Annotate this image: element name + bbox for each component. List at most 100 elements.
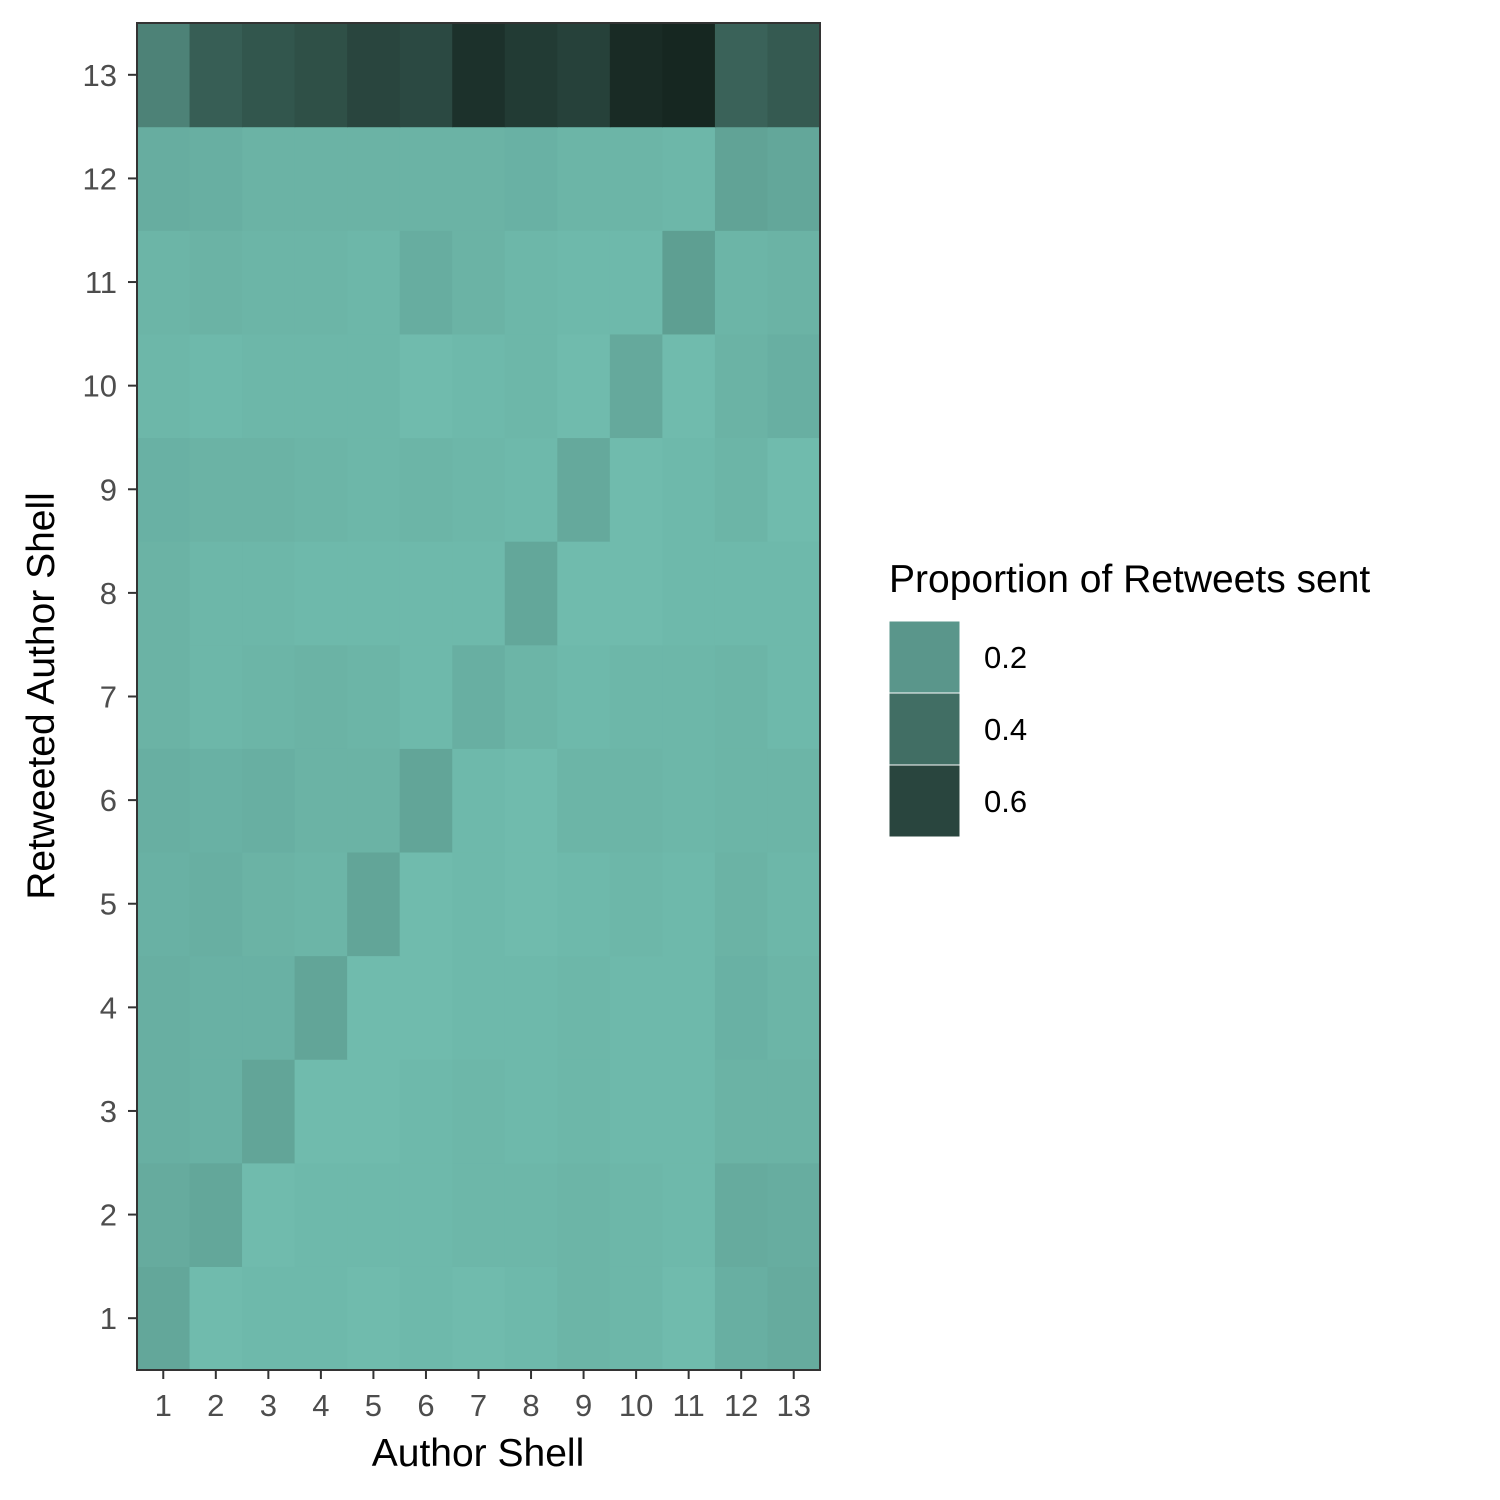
heatmap-cell-x10-y8: [609, 541, 663, 646]
legend-key-swatch: [888, 764, 961, 838]
heatmap-cell-x2-y10: [189, 333, 243, 439]
heatmap-cell-x2-y9: [189, 437, 243, 542]
heatmap-cell-x8-y3: [504, 1059, 558, 1164]
heatmap-cell-x13-y11: [767, 230, 821, 335]
legend-key-label: 0.4: [984, 712, 1027, 747]
heatmap-cell-x11-y3: [662, 1059, 716, 1164]
x-tick-label: 6: [417, 1388, 434, 1423]
heatmap-cell-x13-y8: [767, 541, 821, 646]
heatmap-cell-x12-y5: [714, 851, 769, 957]
heatmap-cell-x11-y1: [662, 1266, 716, 1371]
legend: Proportion of Retweets sent 0.2 0.4 0.6: [888, 558, 1370, 838]
legend-title: Proportion of Retweets sent: [889, 558, 1370, 601]
heatmap-cell-x10-y3: [609, 1059, 663, 1164]
heatmap-cell-x12-y1: [714, 1266, 769, 1371]
y-tick-label: 12: [83, 161, 117, 196]
heatmap-cell-x12-y12: [714, 126, 769, 231]
heatmap-cell-x2-y7: [189, 644, 243, 749]
y-tick-label: 7: [100, 680, 117, 715]
y-tick-label: 13: [83, 58, 117, 93]
heatmap-cell-x5-y8: [347, 541, 401, 646]
heatmap-cell-x1-y12: [137, 126, 191, 231]
heatmap-cell-x12-y10: [714, 333, 769, 439]
heatmap-cell-x9-y3: [557, 1059, 611, 1164]
x-axis-ticks: 1 2 3 4 5 6 7 8 9 10 11 12 13: [155, 1370, 811, 1423]
heatmap-cell-x3-y2: [242, 1162, 296, 1267]
heatmap-cell-x7-y9: [452, 437, 506, 542]
heatmap-cell-x9-y2: [557, 1162, 611, 1267]
heatmap-cell-x3-y5: [242, 851, 296, 957]
heatmap-cell-x8-y9: [504, 437, 558, 542]
heatmap-cell-x10-y2: [609, 1162, 663, 1267]
heatmap-cell-x5-y6: [347, 748, 401, 853]
heatmap-cell-x8-y6: [504, 748, 558, 853]
heatmap-cell-x5-y10: [347, 333, 401, 439]
y-axis-title: Retweeted Author Shell: [20, 492, 63, 900]
heatmap-cell-x9-y11: [557, 230, 611, 335]
heatmap-cell-x3-y12: [242, 126, 296, 231]
x-tick-label: 3: [260, 1388, 277, 1423]
heatmap-cell-x1-y11: [137, 230, 191, 335]
x-tick-label: 13: [776, 1388, 810, 1423]
heatmap-cell-x13-y7: [767, 644, 821, 749]
heatmap-cell-x12-y3: [714, 1059, 769, 1164]
heatmap-cell-x13-y4: [767, 955, 821, 1060]
heatmap-cell-x8-y2: [504, 1162, 558, 1267]
heatmap-cells: [137, 23, 821, 1371]
heatmap-cell-x1-y4: [137, 955, 191, 1060]
heatmap-cell-x13-y6: [767, 748, 821, 853]
heatmap-cell-x12-y2: [714, 1162, 769, 1267]
heatmap-cell-x7-y12: [452, 126, 506, 231]
heatmap-cell-x10-y6: [609, 748, 663, 853]
heatmap-cell-x4-y11: [294, 230, 348, 335]
heatmap-cell-x2-y6: [189, 748, 243, 853]
heatmap-cell-x9-y4: [557, 955, 611, 1060]
heatmap-cell-x4-y9: [294, 437, 348, 542]
heatmap-cell-x4-y10: [294, 333, 348, 439]
heatmap-cell-x4-y5: [294, 851, 348, 957]
x-tick-label: 11: [673, 1388, 705, 1423]
heatmap-cell-x12-y6: [714, 748, 769, 853]
heatmap-cell-x3-y11: [242, 230, 296, 335]
y-tick-label: 11: [85, 265, 117, 300]
heatmap-cell-x11-y9: [662, 437, 716, 542]
heatmap-cell-x8-y10: [504, 333, 558, 439]
heatmap-cell-x11-y13: [662, 23, 716, 128]
heatmap-cell-x5-y5: [347, 851, 401, 957]
heatmap-cell-x12-y8: [714, 541, 769, 646]
heatmap-cell-x5-y9: [347, 437, 401, 542]
heatmap-cell-x13-y13: [767, 23, 821, 128]
heatmap-cell-x7-y13: [452, 23, 506, 128]
heatmap-cell-x12-y4: [714, 955, 769, 1060]
heatmap-cell-x7-y8: [452, 541, 506, 646]
heatmap-cell-x8-y5: [504, 851, 558, 957]
heatmap-cell-x5-y12: [347, 126, 401, 231]
heatmap-cell-x7-y3: [452, 1059, 506, 1164]
heatmap-cell-x6-y6: [399, 748, 453, 853]
heatmap-cell-x13-y1: [767, 1266, 821, 1371]
y-tick-label: 4: [100, 990, 117, 1025]
x-tick-label: 10: [619, 1388, 653, 1423]
heatmap-cell-x1-y13: [137, 23, 191, 128]
heatmap-cell-x9-y1: [557, 1266, 611, 1371]
heatmap-cell-x7-y7: [452, 644, 506, 749]
heatmap-cell-x7-y4: [452, 955, 506, 1060]
heatmap-cell-x9-y8: [557, 541, 611, 646]
heatmap-cell-x12-y9: [714, 437, 769, 542]
heatmap-cell-x6-y3: [399, 1059, 453, 1164]
heatmap-cell-x7-y1: [452, 1266, 506, 1371]
x-tick-label: 5: [365, 1388, 382, 1423]
heatmap-cell-x4-y8: [294, 541, 348, 646]
y-tick-label: 6: [100, 783, 117, 818]
heatmap-cell-x8-y1: [504, 1266, 558, 1371]
legend-key-swatch: [888, 692, 961, 766]
y-tick-label: 8: [100, 576, 117, 611]
heatmap-cell-x6-y1: [399, 1266, 453, 1371]
heatmap-cell-x3-y9: [242, 437, 296, 542]
legend-key-swatch: [888, 620, 961, 694]
heatmap-cell-x1-y2: [137, 1162, 191, 1267]
heatmap-cell-x6-y10: [399, 333, 453, 439]
heatmap-cell-x6-y13: [399, 23, 453, 128]
